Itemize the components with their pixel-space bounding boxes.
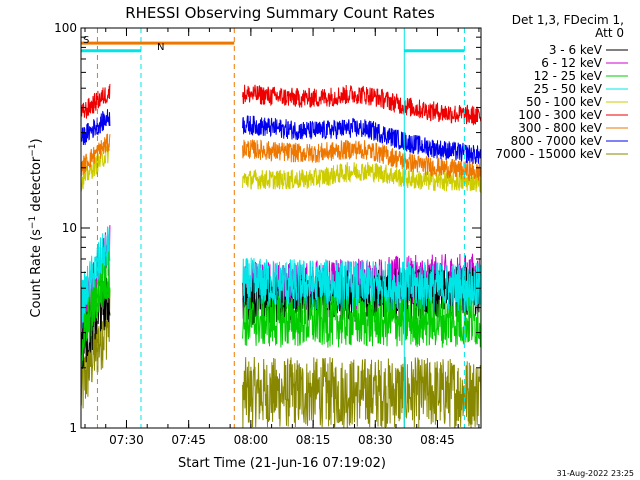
x-tick-label: 07:30 xyxy=(109,433,144,447)
legend-header-1: Det 1,3, FDecim 1, xyxy=(512,13,624,27)
legend-label: 6 - 12 keV xyxy=(541,56,603,70)
x-tick-label: 07:45 xyxy=(171,433,206,447)
y-axis-label-tail: detector xyxy=(29,156,44,216)
flag-label-S: S xyxy=(83,35,89,46)
x-tick-label: 08:00 xyxy=(234,433,269,447)
data-layer xyxy=(81,83,481,428)
series-trace-4-after-gap xyxy=(242,257,481,314)
x-axis-label: Start Time (21-Jun-16 07:19:02) xyxy=(178,456,386,471)
footer-timestamp: 31-Aug-2022 23:25 xyxy=(557,469,634,478)
reference-lines: SN xyxy=(81,28,465,428)
legend-label: 50 - 100 keV xyxy=(526,95,603,109)
series-trace-4-before-gap xyxy=(81,226,111,329)
y-axis-label-main: Count Rate (s xyxy=(29,229,44,318)
x-tick-label: 08:15 xyxy=(296,433,331,447)
series-trace-9-after-gap xyxy=(242,356,481,428)
y-tick-label: 10 xyxy=(62,221,77,235)
series-trace-5-before-gap xyxy=(81,145,111,192)
legend-header-2: Att 0 xyxy=(595,26,624,40)
y-axis: 1 10 100 xyxy=(54,21,481,435)
y-tick-label: 100 xyxy=(54,21,77,35)
legend-label: 800 - 7000 keV xyxy=(511,134,603,148)
y-axis-label-end: ) xyxy=(29,138,44,143)
series-trace-8-after-gap xyxy=(242,115,481,164)
series-trace-6-before-gap xyxy=(81,83,111,122)
series-trace-3-before-gap xyxy=(81,251,111,370)
legend-label: 3 - 6 keV xyxy=(549,43,603,57)
chart-title: RHESSI Observing Summary Count Rates xyxy=(125,4,435,22)
legend-label: 7000 - 15000 keV xyxy=(495,147,602,161)
x-tick-label: 08:30 xyxy=(358,433,393,447)
legend-label: 100 - 300 keV xyxy=(518,108,602,122)
legend-label: 300 - 800 keV xyxy=(518,121,602,135)
x-axis: 07:30 07:45 08:00 08:15 08:30 08:45 xyxy=(84,28,480,447)
series-trace-5-after-gap xyxy=(242,162,481,194)
series-trace-6-after-gap xyxy=(242,84,481,126)
y-axis-label: Count Rate (s−1 detector−1) xyxy=(28,138,44,317)
y-axis-label-sup-1: −1 xyxy=(28,216,38,229)
legend-label: 12 - 25 keV xyxy=(534,69,603,83)
series-trace-3-after-gap xyxy=(242,295,481,348)
series-trace-7-before-gap xyxy=(81,133,111,177)
legend-label: 25 - 50 keV xyxy=(534,82,603,96)
y-axis-label-sup-2: −1 xyxy=(28,143,38,156)
x-tick-label: 08:45 xyxy=(420,433,455,447)
y-tick-label: 1 xyxy=(69,421,77,435)
flag-label-N: N xyxy=(157,42,164,53)
